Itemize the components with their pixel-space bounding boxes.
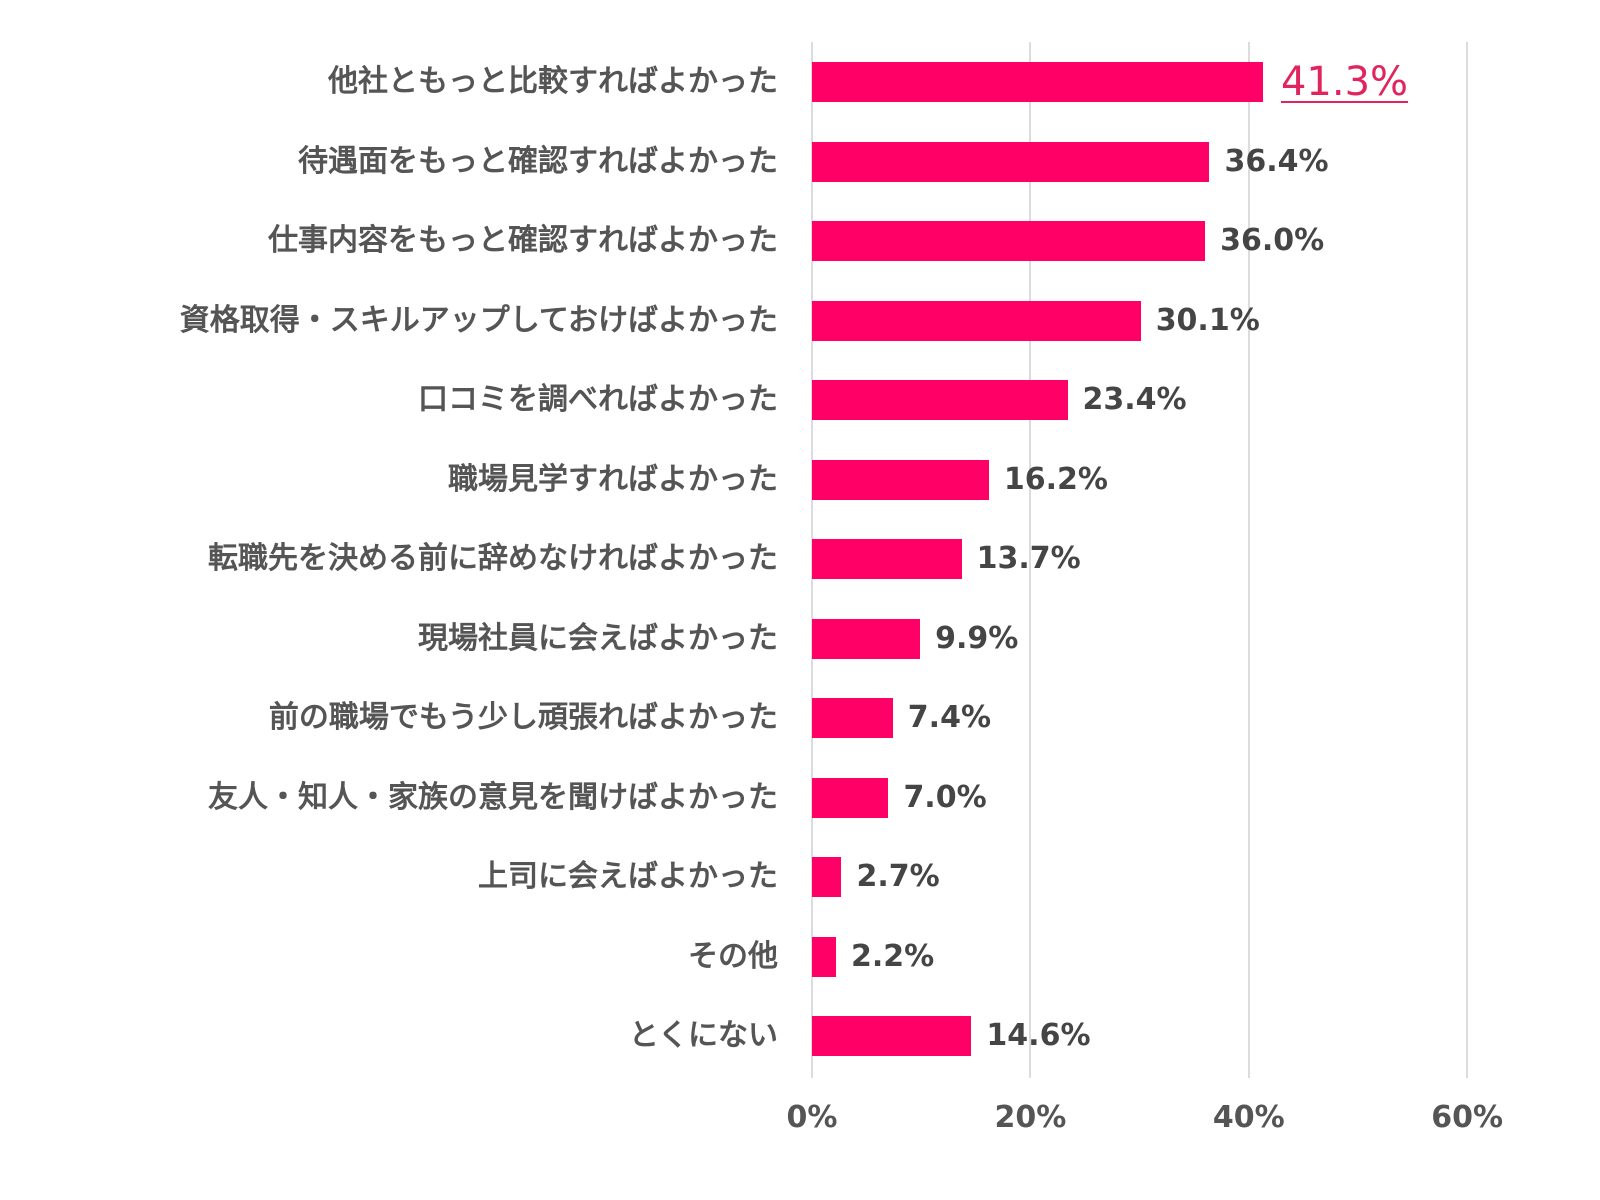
category-label: 友人・知人・家族の意見を聞けばよかった <box>208 779 778 815</box>
bar-row: その他 2.2% <box>0 936 1600 977</box>
value-label: 16.2% <box>1003 461 1108 497</box>
category-label: 転職先を決める前に辞めなければよかった <box>208 541 778 576</box>
x-tick-label: 20% <box>994 1100 1067 1135</box>
category-label: とくにない <box>628 1018 778 1053</box>
bar <box>812 221 1206 261</box>
bar-row: 他社ともっと比較すればよかった 41.3% <box>0 59 1600 105</box>
category-label: 仕事内容をもっと確認すればよかった <box>268 223 778 258</box>
gridline <box>1029 42 1032 1078</box>
value-label: 9.9% <box>935 620 1019 656</box>
value-label: 36.4% <box>1224 143 1329 179</box>
x-tick-label: 40% <box>1212 1100 1285 1135</box>
category-label: 資格取得・スキルアップしておけばよかった <box>179 302 778 338</box>
category-label: 待遇面をもっと確認すればよかった <box>298 143 778 179</box>
bar-row: とくにない 14.6% <box>0 1016 1600 1056</box>
value-label: 7.4% <box>907 700 991 735</box>
value-label: 13.7% <box>976 541 1081 576</box>
category-label: その他 <box>688 938 778 974</box>
x-tick-label: 0% <box>786 1100 838 1135</box>
bar <box>812 618 921 659</box>
bar <box>812 380 1068 420</box>
bar-row: 友人・知人・家族の意見を聞けばよかった 7.0% <box>0 777 1600 818</box>
bar-row: 仕事内容をもっと確認すればよかった 36.0% <box>0 221 1600 261</box>
bar-row: 前の職場でもう少し頑張ればよかった 7.4% <box>0 698 1600 738</box>
bar <box>812 857 842 897</box>
category-label: 前の職場でもう少し頑張ればよかった <box>268 700 778 735</box>
category-label: 職場見学すればよかった <box>448 461 778 497</box>
bar <box>812 141 1210 182</box>
bar <box>812 300 1141 341</box>
value-label: 2.2% <box>851 938 935 974</box>
x-tick-label: 60% <box>1431 1100 1504 1135</box>
bar <box>812 539 962 579</box>
bar <box>812 62 1263 102</box>
value-label: 23.4% <box>1082 382 1187 417</box>
value-label: 14.6% <box>986 1018 1091 1053</box>
bar <box>812 459 989 500</box>
category-label: 口コミを調べればよかった <box>418 382 778 417</box>
bar-row: 職場見学すればよかった 16.2% <box>0 459 1600 500</box>
gridline <box>1247 42 1250 1078</box>
category-label: 現場社員に会えばよかった <box>418 620 778 656</box>
bar-row: 現場社員に会えばよかった 9.9% <box>0 618 1600 659</box>
category-label: 上司に会えばよかった <box>478 859 778 894</box>
bar-row: 転職先を決める前に辞めなければよかった 13.7% <box>0 539 1600 579</box>
value-label: 36.0% <box>1220 223 1325 258</box>
bar-row: 待遇面をもっと確認すればよかった 36.4% <box>0 141 1600 182</box>
value-label: 41.3% <box>1280 59 1409 105</box>
bar-row: 資格取得・スキルアップしておけばよかった 30.1% <box>0 300 1600 341</box>
value-label: 2.7% <box>856 859 940 894</box>
gridline <box>1466 42 1469 1078</box>
bar-row: 口コミを調べればよかった 23.4% <box>0 380 1600 420</box>
bar <box>812 936 837 977</box>
value-label: 7.0% <box>903 779 987 815</box>
category-label: 他社ともっと比較すればよかった <box>328 64 778 99</box>
bar <box>812 1016 972 1056</box>
value-label: 30.1% <box>1155 302 1260 338</box>
bar-row: 上司に会えばよかった 2.7% <box>0 857 1600 897</box>
bar <box>812 698 893 738</box>
bar <box>812 777 889 818</box>
